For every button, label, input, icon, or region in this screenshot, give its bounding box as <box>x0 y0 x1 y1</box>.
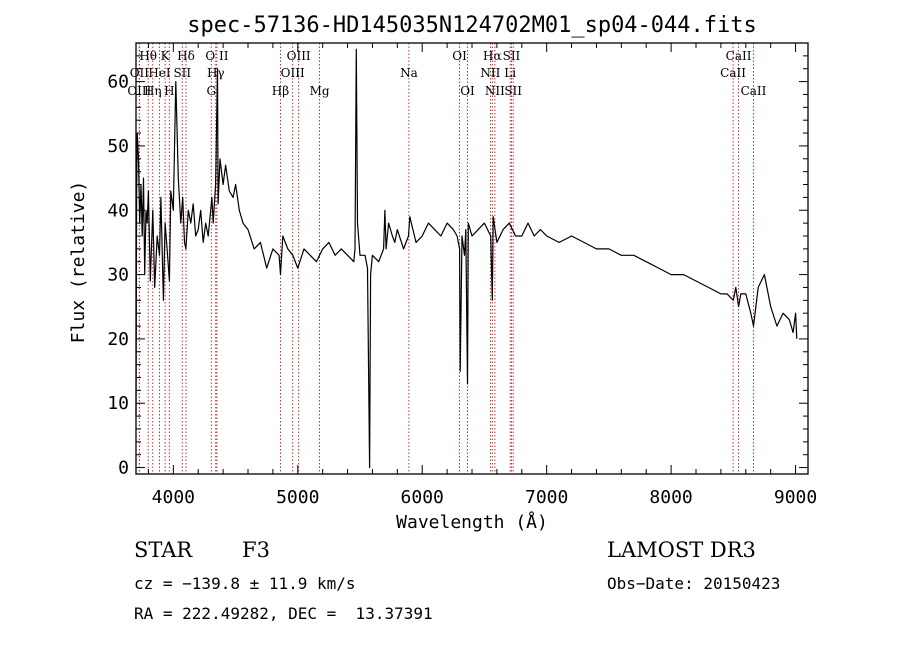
spectral-line-label: OII <box>130 66 150 80</box>
plot-frame <box>135 42 809 475</box>
survey-name: LAMOST DR3 <box>607 538 756 562</box>
spectral-line-label: OIII <box>127 84 151 98</box>
spectral-line-label: CaII <box>741 84 767 98</box>
object-subclass: F3 <box>242 538 270 562</box>
y-tick-label: 60 <box>107 72 129 93</box>
spectral-line-label: G <box>206 84 216 98</box>
x-axis-label: Wavelength (Å) <box>396 511 548 533</box>
y-tick-label: 10 <box>107 393 129 414</box>
chart-title: spec-57136-HD145035N124702M01_sp04-044.f… <box>187 13 757 38</box>
spectral-line-label: Na <box>400 66 418 80</box>
sky-coordinates: RA = 222.49282, DEC = 13.37391 <box>134 604 433 623</box>
spectrum-curve <box>135 48 798 469</box>
x-tick-label: 4000 <box>152 487 195 508</box>
spectral-line-label: Hη <box>144 84 162 98</box>
spectral-line-label: SII <box>503 49 521 63</box>
spectral-line-label: Hβ <box>272 84 289 98</box>
y-axis-label: Flux (relative) <box>68 181 89 344</box>
x-axis-ticks: 4000 5000 6000 7000 8000 9000 <box>147 43 817 508</box>
spectral-line-label: Hθ <box>139 49 157 63</box>
spectral-line-label: NII <box>485 84 505 98</box>
spectral-line-label: Hα <box>483 49 502 63</box>
x-tick-label: 7000 <box>525 487 568 508</box>
y-tick-label: 0 <box>118 458 129 479</box>
spectral-line-label: Hδ <box>177 49 195 63</box>
spectral-line-label: Li <box>504 66 516 80</box>
spectral-line-label: OI <box>452 49 467 63</box>
y-tick-label: 30 <box>107 265 129 286</box>
spectral-line-label: NII <box>480 66 500 80</box>
spectral-line-label: K <box>161 49 171 63</box>
spectral-line-label: CaII <box>720 66 746 80</box>
spectral-line-label: HeI <box>148 66 171 80</box>
spectral-line-label: OIII <box>281 66 305 80</box>
spectral-line-label: Hγ <box>207 66 225 80</box>
spectral-line-label: SII <box>504 84 522 98</box>
observation-date: Obs−Date: 20150423 <box>607 574 781 593</box>
y-axis-ticks: 0 10 20 30 40 50 60 <box>107 55 808 479</box>
x-tick-label: 9000 <box>774 487 817 508</box>
x-tick-label: 6000 <box>401 487 444 508</box>
x-tick-label: 8000 <box>649 487 692 508</box>
y-tick-label: 40 <box>107 200 129 221</box>
spectral-line-label: O II <box>205 49 228 63</box>
spectral-line-label: OI <box>460 84 475 98</box>
spectral-line-label: OIII <box>287 49 311 63</box>
y-tick-label: 50 <box>107 136 129 157</box>
spectral-line-label: H <box>164 84 174 98</box>
object-class: STAR <box>134 538 193 562</box>
spectral-line-label: SII <box>173 66 191 80</box>
redshift-velocity: cz = −139.8 ± 11.9 km/s <box>134 574 356 593</box>
x-tick-label: 5000 <box>276 487 319 508</box>
spectral-line-markers <box>138 43 754 474</box>
y-tick-label: 20 <box>107 329 129 350</box>
spectral-line-label: Mg <box>310 84 330 98</box>
spectral-line-label: CaII <box>726 49 752 63</box>
